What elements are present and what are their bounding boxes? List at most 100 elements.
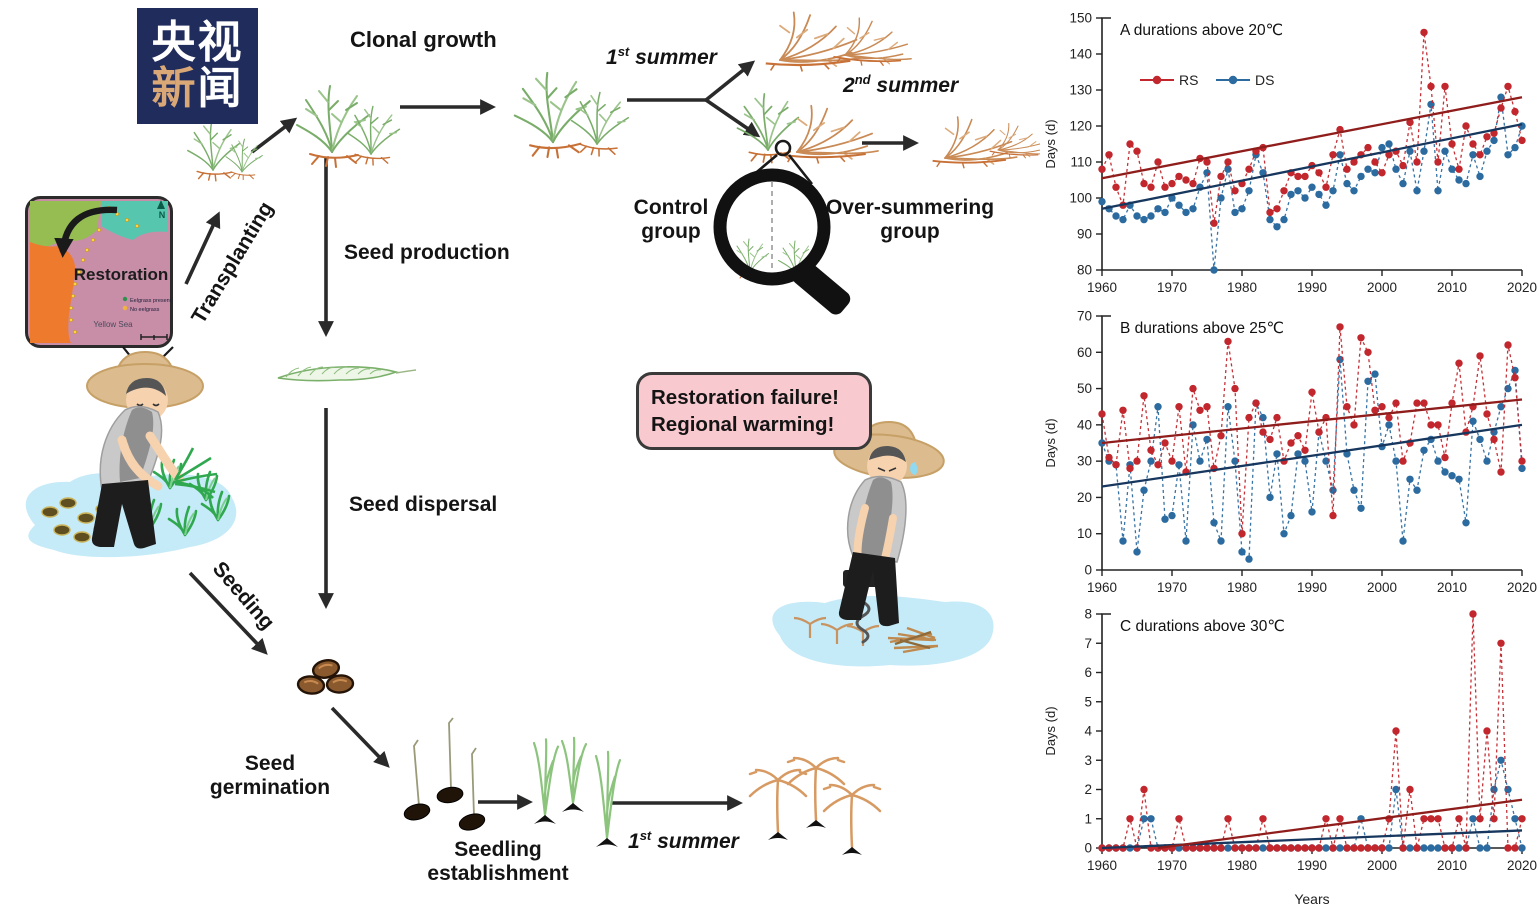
farmer-measuring-illustration: [772, 420, 994, 667]
svg-text:Days (d): Days (d): [1043, 418, 1058, 467]
flow-arrows: [184, 60, 919, 811]
chart-panel-a: 80 90 100 110 120 130 140 150 1960 1970 1980 1990 20…: [1040, 2, 1538, 302]
svg-text:1980: 1980: [1227, 280, 1257, 295]
svg-text:4: 4: [1084, 724, 1092, 739]
dried-seedlings-illustration: [748, 756, 882, 855]
svg-text:2010: 2010: [1437, 280, 1467, 295]
svg-text:10: 10: [1077, 526, 1092, 541]
map-legend-noeelgrass-label: No eelgrass: [130, 307, 160, 313]
svg-text:Days (d): Days (d): [1043, 119, 1058, 168]
svg-text:140: 140: [1069, 47, 1092, 62]
farmer2-head: [833, 420, 945, 486]
first-summer-label: 1st summer: [606, 44, 717, 69]
svg-text:90: 90: [1077, 227, 1092, 242]
seeding-arrow: [188, 571, 268, 655]
magnifier-icon: [713, 139, 851, 315]
control-group-label: Control group: [633, 196, 709, 244]
svg-text:80: 80: [1077, 263, 1092, 278]
seed-dispersal-label: Seed dispersal: [349, 493, 498, 516]
grass-bunch: [173, 447, 218, 499]
to-germination-arrow: [330, 706, 390, 768]
farmer-planting-illustration: [25, 350, 237, 558]
svg-text:1980: 1980: [1227, 858, 1257, 873]
svg-text:1990: 1990: [1297, 580, 1327, 595]
seed-germination-label: Seed germination: [209, 752, 331, 800]
svg-text:110: 110: [1070, 155, 1092, 170]
speech-bubble: Restoration failure! Regional warming!: [636, 372, 872, 451]
cctv-news-logo: 央视 新闻: [137, 8, 258, 124]
svg-text:1990: 1990: [1297, 280, 1327, 295]
svg-text:1960: 1960: [1087, 858, 1117, 873]
svg-text:1970: 1970: [1157, 858, 1187, 873]
germinated-seeds-illustration: [403, 717, 486, 831]
chart-panel-c: 0 1 2 3 4 5 6 7 8 1960 1970 1980 1990 2000 2010 2020 Day…: [1040, 602, 1538, 912]
svg-text:100: 100: [1069, 191, 1092, 206]
logo-line-2: 新闻: [152, 64, 244, 113]
svg-text:1970: 1970: [1157, 580, 1187, 595]
svg-text:7: 7: [1084, 636, 1092, 651]
fork-up-arrow: [704, 60, 756, 102]
map-inset: N Restoration Yellow Sea Eelgrass presen…: [25, 196, 173, 348]
svg-text:2020: 2020: [1507, 858, 1537, 873]
svg-text:30: 30: [1077, 454, 1092, 469]
oversummering-group-label: Over-summering group: [825, 196, 995, 244]
fork-down-arrow: [704, 98, 761, 138]
svg-text:2000: 2000: [1367, 858, 1397, 873]
svg-text:0: 0: [1084, 841, 1092, 856]
svg-text:20: 20: [1077, 490, 1092, 505]
svg-text:1990: 1990: [1297, 858, 1327, 873]
svg-text:5: 5: [1084, 694, 1092, 709]
svg-text:2000: 2000: [1367, 280, 1397, 295]
svg-text:C durations above 30℃: C durations above 30℃: [1120, 618, 1285, 635]
farmer1-head: [86, 350, 204, 421]
svg-text:120: 120: [1069, 119, 1092, 134]
logo-rest-char: 闻: [197, 64, 244, 113]
map-legend-dot-noeelgrass: [122, 305, 128, 311]
speech-bubble-line1: Restoration failure!: [651, 386, 839, 409]
svg-text:8: 8: [1084, 607, 1092, 622]
svg-text:Years: Years: [1294, 891, 1329, 907]
map-sea-label: Yellow Sea: [93, 320, 133, 329]
first-summer-bottom-label: 1st summer: [628, 828, 739, 853]
spike-pile: [887, 626, 939, 654]
map-region-orange: [30, 242, 76, 343]
svg-text:2020: 2020: [1507, 580, 1537, 595]
svg-text:150: 150: [1069, 11, 1092, 26]
svg-text:3: 3: [1084, 753, 1092, 768]
magnifier-focus-circle: [774, 139, 792, 157]
svg-text:1970: 1970: [1157, 280, 1187, 295]
svg-text:2000: 2000: [1367, 580, 1397, 595]
svg-text:Days (d): Days (d): [1043, 706, 1058, 755]
map-compass-label: N: [159, 210, 166, 220]
svg-text:2020: 2020: [1507, 280, 1537, 295]
to-clonal-arrow: [250, 117, 298, 154]
svg-text:0: 0: [1084, 563, 1092, 578]
svg-text:2010: 2010: [1437, 858, 1467, 873]
map-transplant-arrow: [54, 206, 118, 258]
failed-water-patch: [772, 595, 994, 667]
map-compass-icon: [157, 200, 165, 209]
map-region-teal: [101, 201, 168, 240]
map-legend-dot-eelgrass: [122, 296, 128, 302]
diagram-art: N Restoration Yellow Sea Eelgrass presen…: [25, 11, 1040, 855]
svg-text:1: 1: [1084, 811, 1092, 826]
svg-text:1960: 1960: [1087, 580, 1117, 595]
clonal-growth-label: Clonal growth: [350, 27, 497, 52]
speech-bubble-line2: Regional warming!: [651, 413, 835, 437]
svg-text:130: 130: [1069, 83, 1092, 98]
svg-text:2: 2: [1084, 782, 1092, 797]
map-scale-bar: [140, 334, 168, 340]
chart-panel-b: 0 10 20 30 40 50 60 70 1960 1970 1980 1990 2000 2010 2…: [1040, 302, 1538, 602]
green-seedlings-illustration: [532, 736, 622, 847]
svg-text:6: 6: [1084, 665, 1092, 680]
svg-text:DS: DS: [1255, 72, 1274, 88]
sweat-drop: [910, 462, 918, 475]
second-summer-label: 2nd summer: [843, 72, 959, 97]
seed-spike-illustration: [277, 366, 417, 382]
seedling-establishment-label: Seedling establishment: [427, 838, 569, 886]
svg-text:RS: RS: [1179, 72, 1198, 88]
svg-text:40: 40: [1077, 417, 1092, 432]
svg-text:B durations above 25℃: B durations above 25℃: [1120, 320, 1284, 337]
map-legend-eelgrass-label: Eelgrass present: [130, 298, 172, 304]
